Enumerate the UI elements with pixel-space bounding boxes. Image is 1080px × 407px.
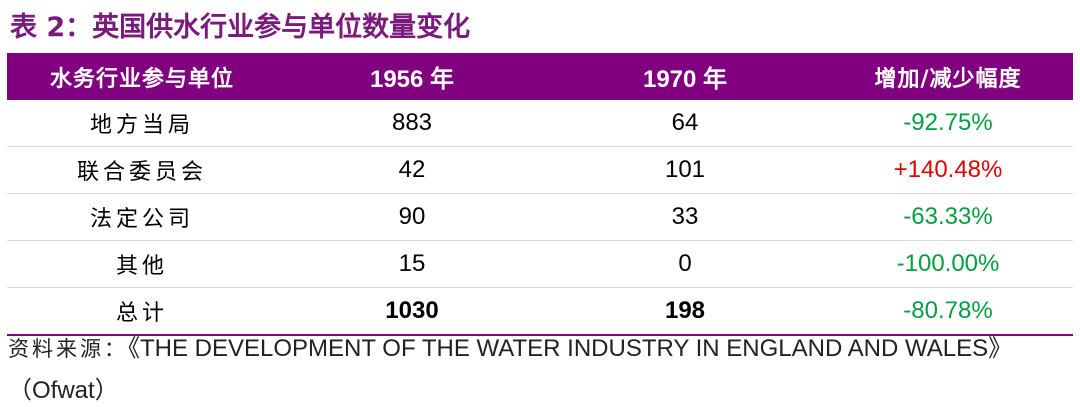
row-1970: 33 (671, 203, 699, 230)
table-row: 其他 15 0 -100.00% (7, 241, 1073, 288)
row-change: -100.00% (896, 250, 1000, 277)
row-1956: 90 (398, 203, 426, 230)
row-1956: 42 (398, 156, 426, 183)
table-row: 联合委员会 42 101 +140.48% (7, 147, 1073, 194)
row-1970: 198 (664, 297, 706, 324)
row-1956: 1030 (385, 297, 439, 324)
row-1970: 0 (678, 250, 692, 277)
row-name: 法定公司 (89, 207, 194, 232)
source-text: 《THE DEVELOPMENT OF THE WATER INDUSTRY I… (8, 335, 1013, 404)
row-change: -80.78% (903, 297, 993, 324)
table-row-total: 总计 1030 198 -80.78% (7, 288, 1073, 336)
row-name: 总计 (115, 301, 168, 326)
table-row: 法定公司 90 33 -63.33% (7, 194, 1073, 241)
row-1970: 64 (671, 109, 699, 136)
table-row: 地方当局 883 64 -92.75% (7, 100, 1073, 147)
row-1956: 883 (391, 109, 433, 136)
table-title: 表 2：英国供水行业参与单位数量变化 (10, 12, 471, 43)
source-note: 资料来源：《THE DEVELOPMENT OF THE WATER INDUS… (8, 328, 1072, 407)
header-1970: 1970 年 (642, 66, 728, 93)
header-1956: 1956 年 (369, 66, 455, 93)
table-header-row: 水务行业参与单位 1956 年 1970 年 增加/减少幅度 (7, 53, 1073, 100)
source-label: 资料来源： (8, 337, 128, 361)
row-change: -92.75% (903, 109, 993, 136)
row-name: 联合委员会 (76, 160, 207, 185)
row-change: -63.33% (903, 203, 993, 230)
row-change: +140.48% (893, 156, 1003, 183)
header-change: 增加/减少幅度 (874, 66, 1022, 92)
data-table: 水务行业参与单位 1956 年 1970 年 增加/减少幅度 地方当局 883 … (7, 53, 1073, 336)
row-1956: 15 (398, 250, 426, 277)
row-name: 其他 (115, 254, 168, 279)
header-participant: 水务行业参与单位 (49, 66, 234, 92)
row-1970: 101 (664, 156, 706, 183)
row-name: 地方当局 (89, 113, 194, 138)
